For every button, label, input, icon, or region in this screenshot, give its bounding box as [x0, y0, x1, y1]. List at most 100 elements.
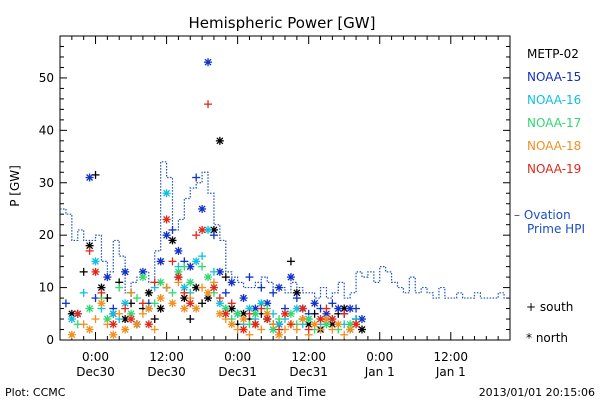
data-point [251, 320, 260, 329]
plot-timestamp: 2013/01/01 20:15:06 [479, 386, 595, 399]
data-point [286, 273, 295, 282]
point-stroke [311, 299, 319, 307]
data-point [85, 304, 94, 313]
legend-entry: NOAA-17 [527, 116, 581, 130]
data-point [204, 100, 213, 109]
point-stroke [281, 310, 289, 318]
data-point [180, 288, 189, 297]
point-stroke [68, 310, 76, 318]
data-point [245, 309, 254, 318]
legend: METP-02 NOAA-15 NOAA-16 NOAA-17 NOAA-18 NOAA-… [527, 47, 581, 176]
point-stroke [334, 320, 342, 328]
data-point [275, 283, 284, 292]
data-point [127, 315, 136, 324]
data-point [328, 315, 337, 324]
data-point [198, 225, 207, 234]
x-tick-time: 0:00 [366, 350, 393, 364]
point-stroke [198, 205, 206, 213]
point-stroke [222, 305, 230, 313]
point-stroke [180, 294, 188, 302]
data-point [79, 267, 88, 276]
y-tick-label: 20 [39, 228, 54, 242]
point-stroke [204, 289, 212, 297]
data-point [91, 267, 100, 276]
point-stroke [74, 310, 82, 318]
x-tick-time: 0:00 [224, 350, 251, 364]
point-stroke [222, 310, 230, 318]
data-point [209, 283, 218, 292]
data-point [192, 283, 201, 292]
point-stroke [163, 189, 171, 197]
point-stroke [157, 294, 165, 302]
model-label-line: Prime HPI [527, 222, 585, 236]
point-stroke [257, 299, 265, 307]
x-axis-label: Date and Time [238, 385, 326, 399]
data-point [79, 288, 88, 297]
point-stroke [322, 310, 330, 318]
data-point [174, 246, 183, 255]
data-point [174, 273, 183, 282]
ovation-hpi-line [60, 161, 510, 299]
data-point [144, 288, 153, 297]
data-point [298, 304, 307, 313]
data-point [340, 330, 349, 339]
point-stroke [133, 320, 141, 328]
data-point [209, 231, 218, 240]
point-stroke [145, 305, 153, 313]
data-point [334, 304, 343, 313]
point-stroke [299, 315, 307, 323]
data-point [257, 325, 266, 334]
y-axis-label: P [GW] [8, 165, 22, 207]
data-point [239, 325, 248, 334]
y-tick-label: 50 [39, 71, 54, 85]
point-stroke [109, 310, 117, 318]
point-stroke [228, 278, 236, 286]
point-stroke [228, 305, 236, 313]
point-stroke [334, 305, 342, 313]
data-point [286, 257, 295, 266]
x-axis: 0:00Dec3012:00Dec300:00Dec3112:00Dec310:… [59, 36, 511, 379]
data-point [138, 273, 147, 282]
point-stroke [346, 326, 354, 333]
point-stroke [86, 305, 94, 313]
point-stroke [346, 305, 354, 313]
data-point [156, 257, 165, 266]
point-stroke [169, 236, 176, 244]
data-point [150, 325, 159, 334]
data-point [239, 294, 248, 303]
point-stroke [358, 315, 366, 323]
data-point [121, 304, 130, 313]
point-stroke [240, 326, 248, 333]
x-tick-date: Jan 1 [364, 365, 395, 379]
data-point [346, 325, 355, 334]
model-label-line: – Ovation [514, 208, 571, 222]
data-point [168, 236, 177, 245]
point-stroke [121, 326, 129, 333]
point-stroke [210, 226, 218, 234]
data-point [357, 325, 366, 334]
point-stroke [109, 331, 117, 339]
point-stroke [251, 320, 259, 328]
data-point [328, 325, 337, 334]
data-point [198, 299, 207, 308]
point-stroke [251, 305, 259, 313]
legend-entry: NOAA-19 [527, 162, 581, 176]
data-point [85, 173, 94, 182]
data-point [168, 257, 177, 266]
point-stroke [86, 242, 94, 250]
data-point [97, 288, 106, 297]
x-tick-date: Dec30 [76, 365, 115, 379]
point-stroke [180, 305, 188, 313]
data-point [97, 283, 106, 292]
point-stroke [145, 320, 153, 328]
point-stroke [305, 315, 313, 323]
data-point [357, 315, 366, 324]
point-stroke [240, 310, 248, 318]
marker-key: + south * north [526, 300, 573, 345]
point-stroke [328, 320, 336, 328]
data-point [233, 309, 242, 318]
data-point [352, 304, 361, 313]
data-point [322, 304, 331, 313]
point-stroke [263, 315, 271, 323]
